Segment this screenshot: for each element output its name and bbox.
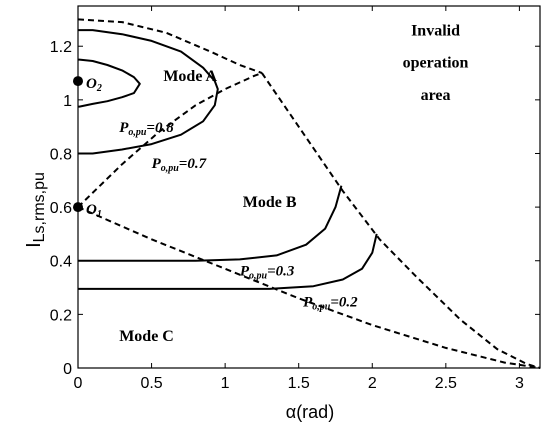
x-tick-label: 1 xyxy=(221,375,230,392)
point-label-o2: O2 xyxy=(86,76,102,94)
x-tick-label: 1.5 xyxy=(288,375,310,392)
power-curve-1 xyxy=(78,29,219,155)
y-tick-label: 0 xyxy=(63,361,72,378)
point-label-o1: O1 xyxy=(86,202,102,220)
region-label-0: Mode A xyxy=(163,68,217,85)
boundary-line-7 xyxy=(77,206,541,369)
y-axis-label-main: I xyxy=(23,242,45,248)
invalid-area-label-1: operation xyxy=(403,55,469,72)
labels: Mode A Mode B Mode C Invalid operation area Po… xyxy=(119,22,468,345)
x-tick-label: 2.5 xyxy=(435,375,457,392)
region-label-2: Mode C xyxy=(119,328,174,345)
x-axis-label: α(rad) xyxy=(286,402,334,422)
y-tick-label: 1 xyxy=(63,93,72,110)
y-axis-label: ILs,rms,pu xyxy=(23,172,48,248)
boundary-line-6 xyxy=(77,72,263,208)
invalid-area-label-0: Invalid xyxy=(411,22,460,39)
region-label-1: Mode B xyxy=(243,194,297,211)
power-annotation-1: Po,pu=0.7 xyxy=(152,156,207,174)
y-axis-label-sub: Ls,rms,pu xyxy=(31,172,48,242)
y-tick-label: 0.2 xyxy=(50,307,72,324)
y-tick-label: 0.8 xyxy=(50,146,72,163)
power-curve-2 xyxy=(78,185,343,262)
power-annotation-0: Po,pu=0.8 xyxy=(119,120,174,138)
plot-area xyxy=(77,5,541,369)
point-marker-o2 xyxy=(73,76,83,87)
y-tick-label: 1.2 xyxy=(50,39,72,56)
x-tick-label: 0.5 xyxy=(140,375,162,392)
x-tick-label: 2 xyxy=(368,375,377,392)
curves xyxy=(77,18,541,369)
x-tick-label: 0 xyxy=(74,375,83,392)
x-tick-label: 3 xyxy=(515,375,524,392)
invalid-area-label-2: area xyxy=(421,87,451,104)
ticks: 0 0.5 1 1.5 2 2.5 3 0 0.2 0.4 0.6 0.8 1 1.2 xyxy=(50,6,540,392)
y-tick-label: 0.6 xyxy=(50,200,72,217)
boundary-line-5 xyxy=(261,72,541,369)
power-curve-0 xyxy=(78,58,141,108)
plot-frame xyxy=(77,5,541,369)
y-tick-label: 0.4 xyxy=(50,254,72,271)
power-annotation-2: Po,pu=0.3 xyxy=(240,263,295,281)
points: O2 O1 xyxy=(73,76,102,220)
power-annotation-3: Po,pu=0.2 xyxy=(303,294,358,312)
power-curve-3 xyxy=(78,233,378,290)
boundary-line-4 xyxy=(77,18,263,74)
